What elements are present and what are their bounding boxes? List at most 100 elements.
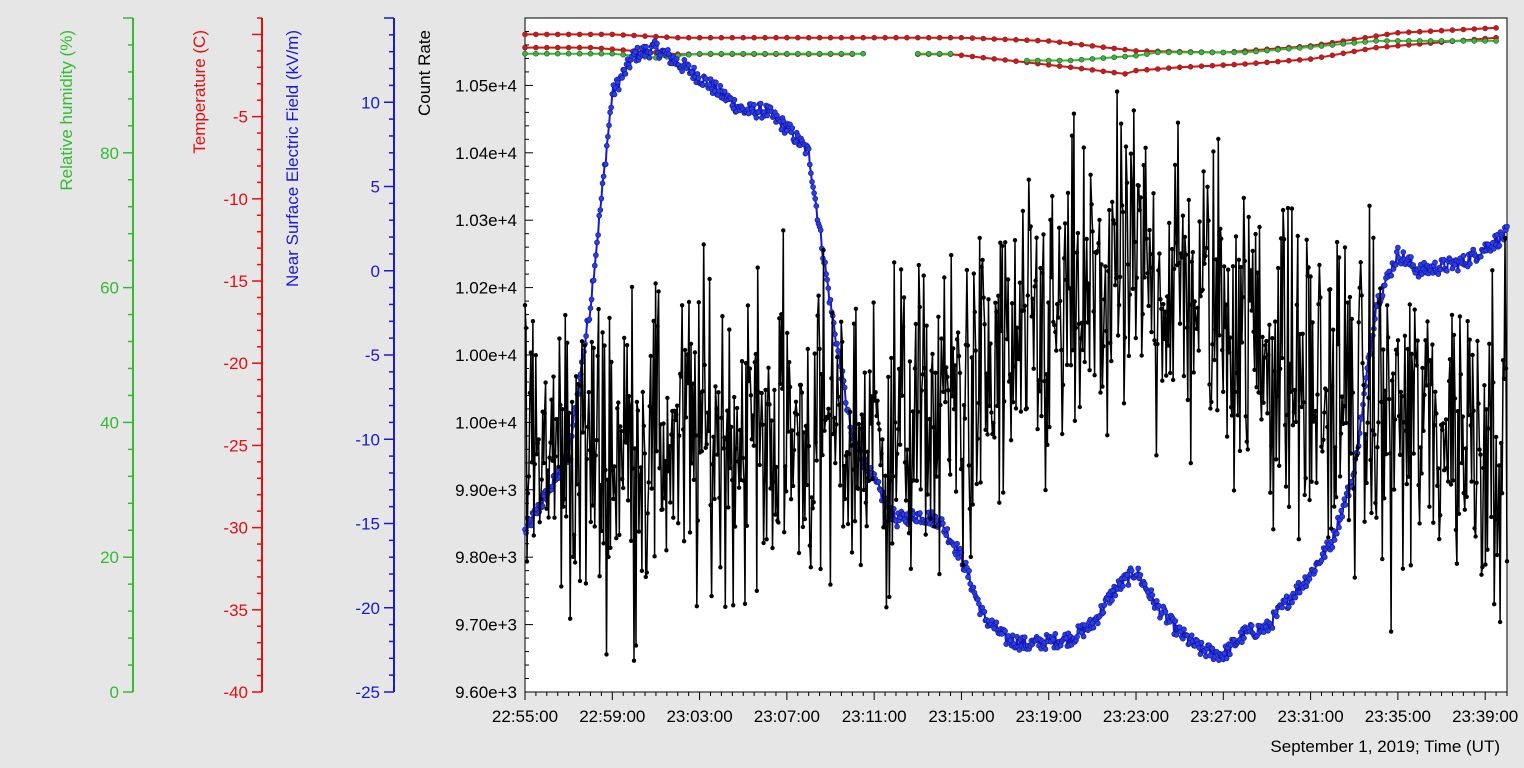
count-rate-point [1491,380,1496,385]
count-rate-point [950,394,955,399]
count-rate-point [1074,250,1080,255]
count-rate-point [806,443,811,449]
efield-point [954,540,960,547]
temperature-point [1275,58,1281,65]
count-rate-point [762,477,767,483]
humidity-point [1144,51,1150,57]
count-rate-point [813,440,818,445]
count-rate-point [1278,366,1283,371]
count-rate-point [1454,561,1460,566]
count-rate-point [617,532,622,538]
count-rate-point [634,399,640,405]
efield-point [1341,496,1348,502]
count-rate-point [1484,407,1489,412]
count-rate-point [892,260,897,265]
efield-point [1334,530,1340,537]
count-rate-point [992,435,997,440]
temperature-point [1427,28,1434,35]
efield-point [646,54,653,61]
count-rate-point [1372,432,1377,437]
count-rate-point [1250,248,1255,254]
count-rate-point [646,480,651,485]
count-rate-point [699,449,704,454]
count-rate-point [919,388,924,393]
count-rate-point [536,437,541,442]
count-rate-point [1060,431,1065,437]
temperature-point [533,44,539,51]
count-rate-point [935,455,940,460]
temperature-tick-label: -5 [233,108,248,127]
count-rate-point [737,427,743,433]
efield-point [778,126,785,133]
temperature-point [1056,39,1063,46]
count-rate-point [1177,321,1183,326]
count-rate-point [664,548,669,553]
efield-point [802,150,809,157]
count-rate-point [1179,255,1185,260]
temperature-point [958,52,965,59]
efield-point [812,195,819,202]
temperature-point [696,34,703,41]
temperature-point [1449,27,1456,33]
count-rate-point [1399,394,1405,399]
count-rate-point [1246,214,1251,220]
efield-point [1504,223,1510,230]
humidity-tick-label: 40 [100,413,119,432]
count-rate-point [661,421,666,426]
temperature-point [1002,57,1008,63]
temperature-point [958,34,965,41]
efield-point [1339,513,1345,520]
count-rate-point [1440,427,1445,432]
count-rate-point [1356,320,1361,325]
count-rate-point [938,402,943,408]
count-rate-point [588,519,593,525]
count-rate-point [577,578,583,584]
count-rate-point [696,300,701,305]
count-rate-point [733,446,739,451]
efield-point [1292,594,1299,601]
temperature-point [1307,56,1314,62]
count-rate-point [973,348,978,353]
count-rate-point [1501,376,1507,381]
count-rate-point [689,461,695,466]
count-rate-point [1390,371,1396,376]
count-rate-point [747,366,753,371]
count-rate-point [616,400,621,405]
count-rate-point [1302,492,1307,498]
temperature-point [1035,37,1041,44]
count-rate-point [788,497,794,502]
temperature-point [576,44,583,51]
humidity-point [685,51,692,58]
efield-point [607,109,613,116]
efield-point [602,161,609,168]
count-rate-point [1428,358,1433,363]
count-rate-point [1049,275,1054,280]
count-rate-point [1354,453,1360,458]
humidity-point [1166,49,1172,56]
count-rate-point [735,459,741,464]
count-rate-point [1158,297,1163,302]
efield-point [527,516,534,523]
count-rate-point [1370,428,1375,433]
count-rate-point [942,275,947,280]
efield-point [955,555,962,561]
count-rate-point [704,442,709,447]
count-rate-point [1225,267,1231,272]
count-rate-point [893,420,898,425]
count-rate-point [720,314,725,319]
count-rate-point [656,289,661,294]
count-rate-point [742,601,748,606]
efield-point [1080,633,1087,640]
temperature-point [565,31,572,38]
temperature-point [1111,69,1117,76]
count-tick-label: 9.70e+3 [455,616,517,635]
efield-point [1460,253,1467,259]
x-tick-label: 23:19:00 [1016,707,1082,726]
count-rate-point [1209,399,1214,405]
count-rate-point [712,496,717,502]
count-rate-point [1099,262,1104,267]
count-rate-point [1477,447,1482,452]
count-rate-point [998,240,1003,245]
count-rate-point [631,658,637,663]
humidity-point [1133,52,1139,59]
